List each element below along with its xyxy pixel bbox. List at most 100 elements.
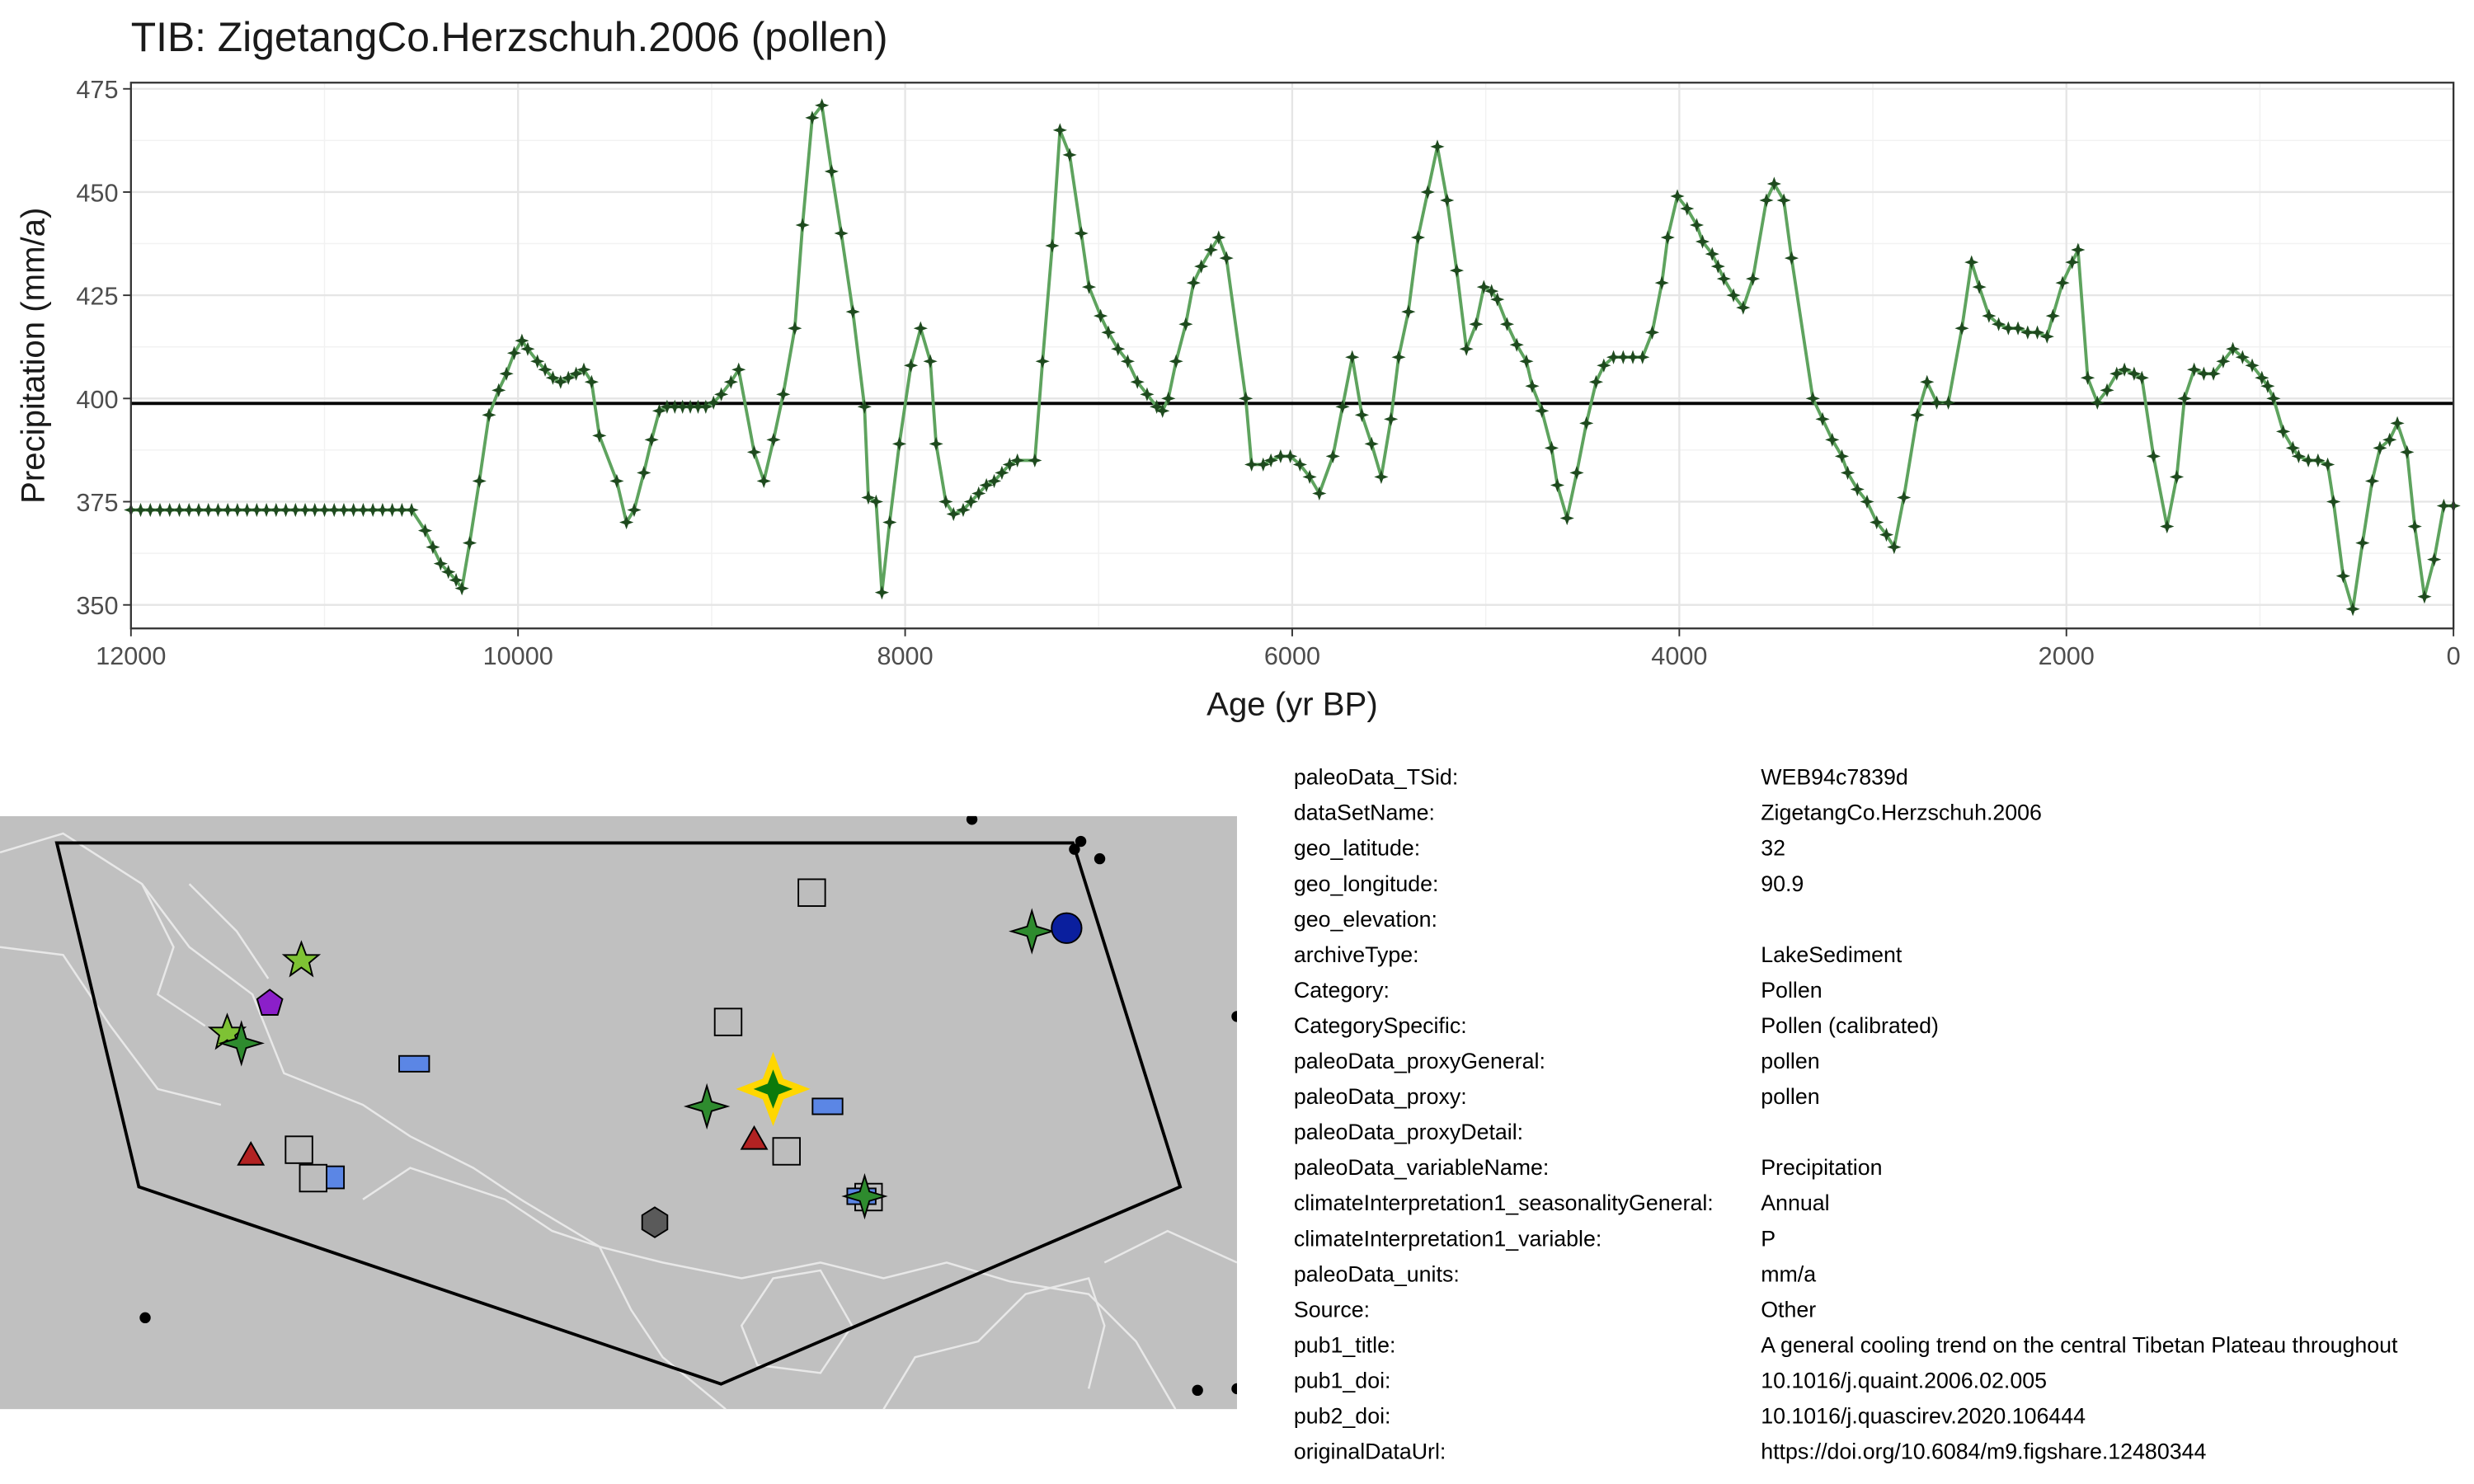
- x-axis-label: Age (yr BP): [1206, 685, 1378, 722]
- data-point: [1440, 193, 1455, 208]
- data-point: [2400, 444, 2415, 460]
- data-point: [249, 502, 264, 518]
- data-point: [2030, 325, 2045, 340]
- data-point: [441, 565, 456, 580]
- data-point: [269, 502, 284, 518]
- data-point: [776, 387, 791, 402]
- metadata-key: geo_latitude:: [1294, 836, 1420, 861]
- data-point: [706, 395, 721, 410]
- data-point: [2206, 366, 2221, 381]
- data-point: [1476, 279, 1491, 294]
- data-point: [2311, 453, 2326, 468]
- data-point: [2373, 440, 2387, 456]
- metadata-key: climateInterpretation1_variable:: [1294, 1226, 1602, 1251]
- data-point: [426, 539, 440, 555]
- data-point: [454, 581, 469, 596]
- data-point: [1635, 350, 1650, 364]
- metadata-value: A general cooling trend on the central T…: [1761, 1332, 2398, 1357]
- metadata-key: paleoData_proxy:: [1294, 1084, 1467, 1109]
- metadata-table: paleoData_TSid: WEB94c7839d dataSetName: Zi…: [1294, 765, 2398, 1464]
- y-tick-label: 425: [76, 283, 118, 311]
- data-point: [220, 502, 235, 518]
- data-point: [561, 370, 576, 385]
- data-point: [1972, 279, 1987, 294]
- data-point: [1850, 481, 1865, 497]
- data-point: [1186, 275, 1201, 290]
- data-point: [1509, 337, 1524, 352]
- data-point: [1929, 395, 1945, 410]
- data-point: [1716, 271, 1731, 286]
- data-point: [259, 502, 274, 518]
- data-point: [1887, 539, 1902, 555]
- data-point: [815, 98, 830, 113]
- data-point: [2407, 519, 2422, 534]
- data-point: [979, 477, 994, 493]
- map: [0, 815, 1237, 1410]
- metadata-key: climateInterpretation1_seasonalityGenera…: [1294, 1190, 1714, 1215]
- data-point: [834, 226, 849, 241]
- data-point: [1292, 457, 1307, 472]
- data-point: [938, 494, 953, 510]
- data-point: [327, 502, 341, 518]
- data-point: [698, 399, 713, 414]
- data-point: [1680, 201, 1695, 216]
- data-point: [394, 502, 409, 518]
- data-point: [986, 473, 1002, 489]
- data-point: [1052, 123, 1067, 138]
- data-point: [2187, 362, 2202, 377]
- metadata-value: 10.1016/j.quaint.2006.02.005: [1761, 1368, 2047, 1392]
- chart-title: TIB: ZigetangCo.Herzschuh.2006 (pollen): [131, 14, 888, 60]
- data-point: [1910, 407, 1925, 422]
- data-point: [355, 502, 371, 518]
- metadata-key: paleoData_units:: [1294, 1261, 1460, 1286]
- data-point: [472, 473, 487, 489]
- data-point: [181, 502, 196, 518]
- data-point: [1991, 317, 2006, 331]
- data-point: [1834, 448, 1850, 464]
- data-point: [627, 502, 642, 518]
- data-point: [1776, 193, 1791, 208]
- plot-area: 12000 10000 8000 6000 4000 2000 0 350 375 400 425 4…: [76, 76, 2461, 670]
- data-point: [1420, 185, 1435, 200]
- data-point: [2117, 362, 2132, 377]
- data-point: [1178, 317, 1193, 331]
- data-point: [1140, 387, 1155, 402]
- data-point: [1469, 317, 1484, 331]
- data-point: [2326, 494, 2341, 510]
- metadata-value: https://doi.org/10.6084/m9.figshare.1248…: [1761, 1439, 2206, 1464]
- data-point: [1705, 247, 1719, 261]
- data-point: [1169, 354, 1183, 369]
- data-point: [2382, 432, 2397, 448]
- data-point: [2001, 321, 2015, 336]
- data-point: [1401, 304, 1416, 319]
- data-point: [530, 354, 545, 369]
- data-point: [1028, 453, 1042, 468]
- data-point: [971, 486, 986, 501]
- data-point: [1670, 189, 1685, 204]
- data-point: [1784, 251, 1799, 265]
- data-point: [2127, 366, 2142, 381]
- data-point: [1283, 448, 1298, 464]
- data-point: [1354, 407, 1370, 422]
- metadata-key: paleoData_variableName:: [1294, 1155, 1549, 1180]
- metadata-key: geo_longitude:: [1294, 871, 1439, 896]
- data-point: [660, 399, 675, 414]
- data-point: [433, 556, 448, 571]
- data-point: [2065, 255, 2080, 270]
- metadata-key: CategorySpecific:: [1294, 1013, 1467, 1038]
- metadata-value: Pollen (calibrated): [1761, 1013, 1939, 1038]
- metadata-value: ZigetangCo.Herzschuh.2006: [1761, 801, 2042, 825]
- data-point: [731, 362, 746, 377]
- data-point: [1325, 448, 1340, 464]
- metadata-value: pollen: [1761, 1084, 1819, 1109]
- data-point: [929, 436, 943, 452]
- data-point: [1335, 399, 1350, 414]
- data-point: [2011, 321, 2025, 336]
- data-point: [191, 502, 206, 518]
- data-point: [756, 473, 771, 489]
- data-point: [2080, 370, 2095, 385]
- data-point: [2335, 569, 2350, 584]
- data-point: [882, 514, 897, 530]
